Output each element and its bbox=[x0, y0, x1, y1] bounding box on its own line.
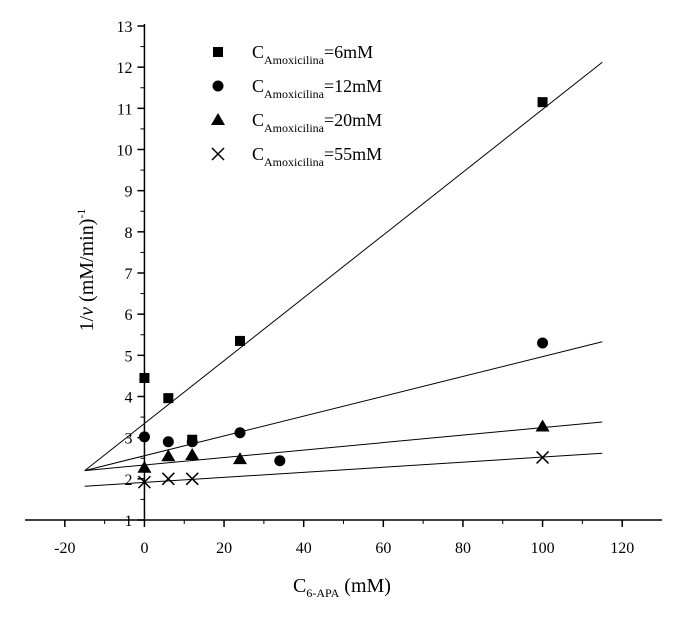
data-point-series-2 bbox=[138, 431, 150, 443]
data-point-series-4 bbox=[137, 475, 151, 489]
y-tick-label: 2 bbox=[124, 472, 132, 489]
y-tick-label: 1 bbox=[124, 513, 132, 530]
x-tick-label: 40 bbox=[296, 540, 312, 557]
data-point-series-1 bbox=[537, 97, 548, 108]
data-point-series-3 bbox=[535, 419, 550, 432]
data-point-series-3 bbox=[137, 460, 152, 473]
x-tick-label: -20 bbox=[54, 540, 75, 557]
data-point-series-2 bbox=[274, 455, 286, 467]
legend-marker-series-1 bbox=[213, 47, 223, 57]
y-tick-label: 7 bbox=[124, 266, 132, 283]
data-point-series-2 bbox=[537, 337, 549, 349]
y-tick-label: 3 bbox=[124, 431, 132, 448]
data-point-series-1 bbox=[163, 393, 174, 404]
data-markers bbox=[137, 97, 550, 489]
x-tick-label: 60 bbox=[375, 540, 391, 557]
y-tick-label: 13 bbox=[116, 19, 132, 36]
y-tick-label: 8 bbox=[124, 225, 132, 242]
y-tick-label: 11 bbox=[117, 101, 132, 118]
legend-marker-series-2 bbox=[212, 80, 224, 92]
y-tick-label: 9 bbox=[124, 184, 132, 201]
y-tick-label: 10 bbox=[116, 143, 132, 160]
y-tick-label: 4 bbox=[124, 390, 132, 407]
data-point-series-3 bbox=[232, 452, 247, 465]
legend-marker-series-4 bbox=[211, 147, 225, 161]
fit-line-series-2 bbox=[84, 341, 603, 472]
fit-line-series-3 bbox=[84, 421, 603, 472]
y-tick-label: 5 bbox=[124, 348, 132, 365]
x-tick-label: 100 bbox=[531, 540, 555, 557]
data-point-series-4 bbox=[185, 472, 199, 486]
legend-label-series-1: CAmoxicilina=6mM bbox=[252, 42, 373, 67]
legend-label-series-4: CAmoxicilina=55mM bbox=[252, 144, 382, 169]
x-axis-title: C6-APA (mM) bbox=[293, 575, 391, 600]
y-axis-title: 1/v (mM/min)-1 bbox=[74, 209, 98, 332]
x-tick-label: 0 bbox=[140, 540, 148, 557]
data-point-series-3 bbox=[185, 447, 200, 460]
data-point-series-4 bbox=[536, 450, 550, 464]
x-tick-label: 120 bbox=[610, 540, 634, 557]
legend-label-series-2: CAmoxicilina=12mM bbox=[252, 76, 382, 101]
legend-label-series-3: CAmoxicilina=20mM bbox=[252, 110, 382, 135]
data-point-series-1 bbox=[139, 372, 150, 383]
legend: CAmoxicilina=6mM CAmoxicilina=12mM CAmoxic… bbox=[211, 42, 382, 169]
data-point-series-4 bbox=[161, 472, 175, 486]
legend-marker-series-3 bbox=[211, 113, 225, 125]
x-tick-label: 20 bbox=[216, 540, 232, 557]
data-point-series-1 bbox=[234, 335, 245, 346]
data-point-series-3 bbox=[161, 449, 176, 462]
y-tick-label: 6 bbox=[124, 307, 132, 324]
data-point-series-2 bbox=[162, 436, 174, 448]
data-point-series-2 bbox=[186, 436, 198, 448]
fit-line-series-4 bbox=[84, 452, 603, 487]
y-tick-label: 12 bbox=[116, 60, 132, 77]
x-tick-label: 80 bbox=[455, 540, 471, 557]
data-point-series-2 bbox=[234, 427, 246, 439]
